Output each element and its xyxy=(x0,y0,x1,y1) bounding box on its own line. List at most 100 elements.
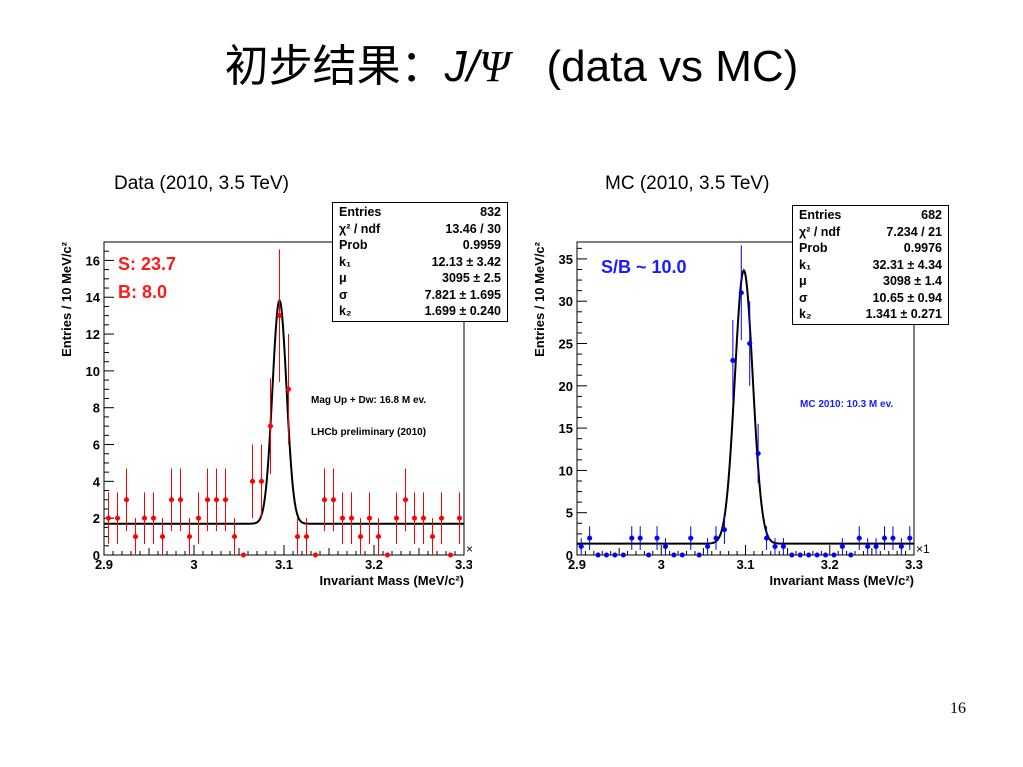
data-point xyxy=(730,319,736,402)
stats-value: 3095 ± 2.5 xyxy=(442,271,501,285)
data-marker xyxy=(713,535,719,541)
stats-row: χ² / ndf 7.234 / 21 xyxy=(799,224,942,241)
data-point xyxy=(168,468,175,532)
stats-label: k₂ xyxy=(339,304,352,318)
data-point xyxy=(898,538,904,555)
page-number: 16 xyxy=(950,700,966,717)
data-marker xyxy=(637,535,643,541)
y-tick-label: 20 xyxy=(559,379,573,394)
mc-chart-svg: 0 5 10 15 20 25 30 35 2.9 3 3.1 3.2 3.3×10³ Invariant… xyxy=(532,241,930,588)
data-marker xyxy=(705,544,711,550)
mc-stats-box: Entries 682 χ² / ndf 7.234 / 21 Prob 0.9976… xyxy=(792,205,949,325)
x-tick-label: 2.9 xyxy=(568,557,586,572)
data-marker xyxy=(629,535,635,541)
data-marker xyxy=(367,515,372,521)
data-marker xyxy=(457,515,462,521)
data-marker xyxy=(214,497,219,503)
data-marker xyxy=(612,552,618,558)
data-chart-panel: Data (2010, 3.5 TeV) 0 2 4 6 8 10 12 14 16 2.9 3 3.… xyxy=(52,165,508,595)
stats-value: 7.821 ± 1.695 xyxy=(424,287,501,302)
data-point xyxy=(814,552,820,558)
data-marker xyxy=(313,552,318,558)
stats-label: Prob xyxy=(339,238,368,252)
x-tick-label: 3.1 xyxy=(275,557,293,572)
stats-value: 10.65 ± 0.94 xyxy=(872,290,942,305)
data-marker xyxy=(385,552,390,558)
x-tick-label: 3.2 xyxy=(365,557,383,572)
stats-label: μ xyxy=(799,274,807,288)
data-marker xyxy=(789,552,795,558)
stats-value: 1.341 ± 0.271 xyxy=(865,307,942,321)
stats-row: k₂ 1.341 ± 0.271 xyxy=(799,306,942,323)
data-point xyxy=(713,526,719,550)
stats-label: χ² / ndf xyxy=(339,221,381,236)
data-point xyxy=(249,444,256,519)
y-tick-label: 15 xyxy=(559,421,573,436)
stats-label: k₁ xyxy=(799,257,812,272)
data-marker xyxy=(205,497,210,503)
data-marker xyxy=(764,535,770,541)
data-point xyxy=(420,492,427,544)
mc-chart-panel: MC (2010, 3.5 TeV) 0 5 10 15 20 25 30 35 2.9 3 3.1… xyxy=(510,165,949,595)
data-point xyxy=(411,492,418,544)
data-point xyxy=(195,492,202,544)
data-chart-title: Data (2010, 3.5 TeV) xyxy=(114,173,289,194)
x-exponent-label: ×10³ xyxy=(466,542,472,556)
data-marker xyxy=(376,534,381,540)
stats-row: σ 7.821 ± 1.695 xyxy=(339,287,501,304)
stats-row: Entries 682 xyxy=(799,207,942,224)
data-point xyxy=(780,538,786,555)
data-point xyxy=(907,526,913,550)
data-marker xyxy=(873,544,879,550)
y-tick-label: 0 xyxy=(93,548,100,563)
data-point xyxy=(312,552,319,558)
data-point xyxy=(186,518,193,555)
stats-label: μ xyxy=(339,271,347,285)
data-marker xyxy=(151,515,156,521)
data-point xyxy=(231,518,238,555)
data-point xyxy=(393,492,400,544)
data-point xyxy=(578,538,584,555)
y-axis-label: Entries / 10 MeV/c² xyxy=(59,241,74,357)
stats-label: σ xyxy=(339,287,348,302)
signal-label: S: 23.7 xyxy=(118,254,177,274)
stats-label: Entries xyxy=(799,208,842,222)
data-marker xyxy=(268,423,273,429)
data-marker xyxy=(646,552,652,558)
x-tick-label: 3 xyxy=(190,557,197,572)
data-marker xyxy=(688,535,694,541)
title-suffix: (data vs MC) xyxy=(546,42,799,91)
stats-row: Prob 0.9976 xyxy=(799,240,942,257)
data-marker xyxy=(578,544,584,550)
stats-label: k₁ xyxy=(339,254,352,269)
data-marker xyxy=(421,515,426,521)
data-point xyxy=(276,249,283,382)
y-tick-label: 25 xyxy=(559,337,573,352)
data-point xyxy=(856,526,862,550)
y-tick-label: 30 xyxy=(559,294,573,309)
stats-row: μ 3095 ± 2.5 xyxy=(339,270,501,287)
y-tick-label: 14 xyxy=(86,290,101,305)
data-marker xyxy=(430,534,435,540)
data-marker xyxy=(806,552,812,558)
y-tick-label: 12 xyxy=(86,327,100,342)
title-j: J/ xyxy=(444,42,479,91)
data-point xyxy=(789,552,795,558)
sb-ratio-label: S/B ~ 10.0 xyxy=(601,257,687,277)
stats-row: σ 10.65 ± 0.94 xyxy=(799,290,942,307)
data-point xyxy=(384,552,391,558)
y-tick-label: 4 xyxy=(93,474,101,489)
data-marker xyxy=(277,313,282,319)
data-marker xyxy=(907,535,913,541)
data-marker xyxy=(412,515,417,521)
data-note-2: LHCb preliminary (2010) xyxy=(311,427,427,438)
stats-row: k₁ 32.31 ± 4.34 xyxy=(799,257,942,274)
data-marker xyxy=(603,552,609,558)
data-marker xyxy=(882,535,888,541)
y-tick-label: 16 xyxy=(86,253,100,268)
data-point xyxy=(738,245,744,341)
y-tick-label: 10 xyxy=(86,364,100,379)
data-point xyxy=(213,468,220,532)
y-axis-label: Entries / 10 MeV/c² xyxy=(532,241,547,357)
fit-curve xyxy=(577,268,914,545)
